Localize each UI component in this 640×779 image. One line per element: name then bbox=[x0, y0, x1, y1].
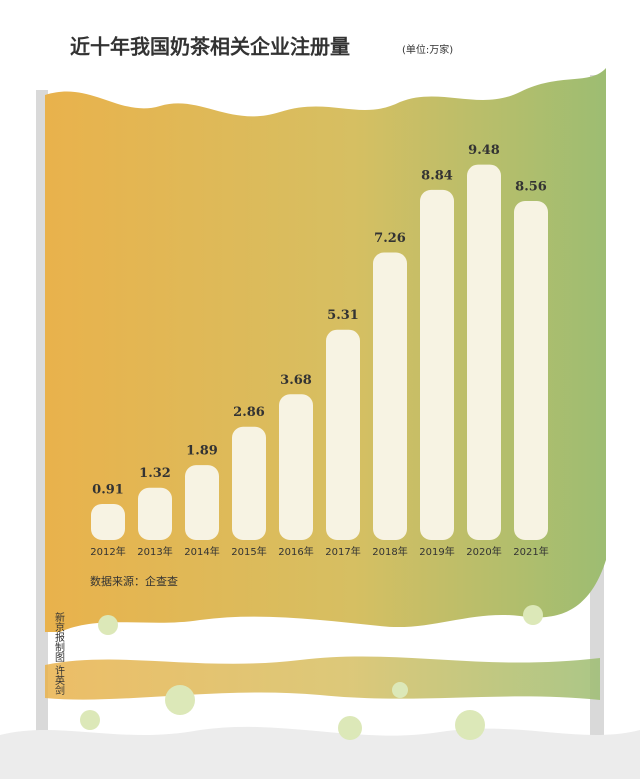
bar bbox=[279, 394, 313, 540]
bottom-band bbox=[45, 656, 600, 700]
x-tick-label: 2016年 bbox=[278, 545, 313, 558]
bar bbox=[91, 503, 125, 540]
value-label: 7.26 bbox=[374, 231, 406, 246]
bar bbox=[467, 164, 501, 541]
bar bbox=[373, 252, 407, 540]
value-label: 9.48 bbox=[468, 143, 500, 158]
x-tick-label: 2017年 bbox=[325, 545, 360, 558]
x-tick-label: 2012年 bbox=[90, 545, 125, 558]
x-tick-label: 2015年 bbox=[231, 545, 266, 558]
value-label: 1.89 bbox=[186, 444, 218, 459]
value-label: 1.32 bbox=[139, 466, 171, 481]
bar bbox=[326, 329, 360, 540]
bar bbox=[420, 189, 454, 540]
bottom-wave bbox=[0, 726, 640, 779]
bar bbox=[138, 487, 172, 540]
x-tick-label: 2020年 bbox=[466, 545, 501, 558]
source: 数据来源：企查查 bbox=[90, 574, 178, 588]
value-label: 8.56 bbox=[515, 180, 547, 195]
credit: 新京报制图 许英剑 bbox=[53, 611, 65, 695]
x-tick-label: 2019年 bbox=[419, 545, 454, 558]
chart-title: 近十年我国奶茶相关企业注册量 bbox=[70, 35, 350, 59]
value-label: 8.84 bbox=[421, 168, 453, 183]
x-tick-label: 2014年 bbox=[184, 545, 219, 558]
value-label: 5.31 bbox=[327, 308, 359, 323]
x-tick-label: 2013年 bbox=[137, 545, 172, 558]
bar bbox=[185, 465, 219, 540]
value-label: 2.86 bbox=[233, 405, 265, 420]
bar bbox=[514, 201, 548, 541]
bar bbox=[232, 426, 266, 540]
decor-circles bbox=[80, 605, 543, 740]
value-label: 0.91 bbox=[92, 482, 124, 497]
x-tick-label: 2018年 bbox=[372, 545, 407, 558]
x-tick-label: 2021年 bbox=[513, 545, 548, 558]
value-label: 3.68 bbox=[280, 373, 312, 388]
chart-subtitle: (单位:万家) bbox=[402, 43, 453, 56]
